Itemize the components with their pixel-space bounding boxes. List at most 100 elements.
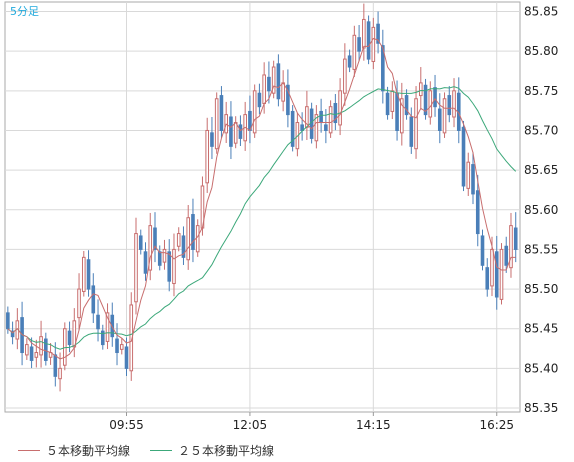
candle-body	[172, 248, 176, 285]
legend-label-ma5: ５本移動平均線	[46, 444, 131, 458]
candle-body	[433, 87, 437, 108]
candle-body	[115, 338, 119, 354]
x-tick-label: 14:15	[356, 418, 391, 432]
candle-body	[376, 23, 380, 44]
candle-body	[229, 116, 233, 147]
candle-body	[34, 352, 39, 358]
candle-body	[281, 82, 285, 102]
y-tick-label: 85.40	[524, 361, 558, 375]
candle-body	[366, 21, 371, 60]
x-tick-label: 09:55	[109, 418, 144, 432]
candle-body	[352, 34, 357, 70]
y-tick-label: 85.35	[524, 401, 558, 415]
candle-body	[338, 90, 342, 126]
candle-body	[67, 330, 72, 346]
candle-body	[314, 114, 319, 142]
candle-body	[257, 92, 262, 108]
candle-body	[286, 84, 290, 116]
candle-body	[252, 90, 257, 134]
legend-line-ma5	[18, 450, 40, 451]
candle-body	[461, 126, 466, 187]
candle-body	[490, 248, 494, 287]
candle-body	[271, 66, 276, 94]
candle-body	[119, 344, 124, 350]
y-tick-label: 85.55	[524, 242, 558, 256]
candlestick-chart: 85.35 85.40 85.45 85.50 85.55 85.60 85.65 85.70…	[4, 1, 558, 432]
legend-item-ma25: ２５本移動平均線	[150, 442, 274, 459]
candle-body	[191, 214, 195, 250]
candle-body	[77, 288, 81, 319]
candle-body	[148, 225, 153, 271]
candle-body	[262, 74, 266, 105]
candle-body	[485, 267, 490, 290]
x-tick-label: 12:05	[233, 418, 268, 432]
legend-line-ma25	[150, 450, 172, 451]
candle-body	[96, 314, 100, 330]
y-tick-label: 85.80	[524, 44, 558, 58]
y-tick-label: 85.65	[524, 163, 558, 177]
candle-body	[362, 18, 366, 49]
y-tick-label: 85.70	[524, 123, 558, 137]
x-tick-label: 16:25	[479, 418, 514, 432]
plot-area	[4, 1, 521, 413]
candle-body	[494, 251, 499, 298]
y-tick-label: 85.85	[524, 5, 558, 19]
candle-body	[153, 227, 157, 250]
candle-body	[176, 233, 181, 247]
candle-body	[276, 63, 281, 100]
y-tick-label: 85.75	[524, 84, 558, 98]
candle-body	[181, 235, 186, 258]
ma5-line	[7, 37, 516, 360]
candle-body	[167, 251, 172, 282]
candle-body	[186, 217, 191, 261]
candle-body	[205, 129, 210, 184]
candle-body	[44, 338, 48, 361]
candle-body	[452, 90, 456, 118]
candle-body	[210, 132, 214, 147]
legend-label-ma25: ２５本移動平均線	[178, 444, 275, 458]
candle-body	[385, 92, 390, 116]
y-tick-label: 85.50	[524, 282, 558, 296]
candle-body	[53, 354, 58, 377]
candle-body	[423, 84, 428, 116]
candle-body	[105, 312, 110, 342]
candle-body	[267, 76, 271, 92]
candle-body	[63, 328, 67, 366]
candle-body	[400, 98, 404, 134]
candle-body	[100, 330, 105, 346]
candle-body	[509, 225, 513, 269]
candle-body	[157, 251, 162, 266]
candle-body	[319, 110, 323, 124]
candle-body	[466, 161, 471, 189]
candle-body	[395, 92, 399, 131]
candle-body	[475, 190, 480, 235]
candle-body	[418, 82, 423, 97]
candle-body	[390, 90, 395, 112]
candle-body	[214, 98, 219, 150]
candle-body	[195, 225, 200, 253]
timeframe-label: 5分足	[10, 5, 39, 18]
candle-body	[39, 336, 43, 356]
candle-body	[138, 235, 143, 250]
candle-body	[143, 251, 148, 274]
candle-body	[324, 124, 328, 131]
candle-body	[404, 95, 409, 116]
candle-body	[437, 108, 442, 131]
candle-body	[238, 124, 243, 139]
candle-body	[471, 164, 475, 195]
candle-body	[409, 116, 414, 147]
candle-body	[371, 26, 376, 62]
candle-body	[347, 55, 352, 68]
candle-body	[29, 346, 34, 361]
candle-body	[504, 245, 509, 266]
candle-body	[357, 37, 361, 52]
candle-body	[81, 256, 86, 292]
candle-body	[428, 90, 433, 118]
ma25-line	[7, 86, 517, 350]
candle-body	[328, 106, 333, 134]
candle-body	[6, 312, 10, 330]
candle-body	[162, 248, 167, 263]
y-tick-label: 85.45	[524, 322, 558, 336]
candle-body	[333, 103, 338, 124]
candle-body	[290, 110, 295, 147]
